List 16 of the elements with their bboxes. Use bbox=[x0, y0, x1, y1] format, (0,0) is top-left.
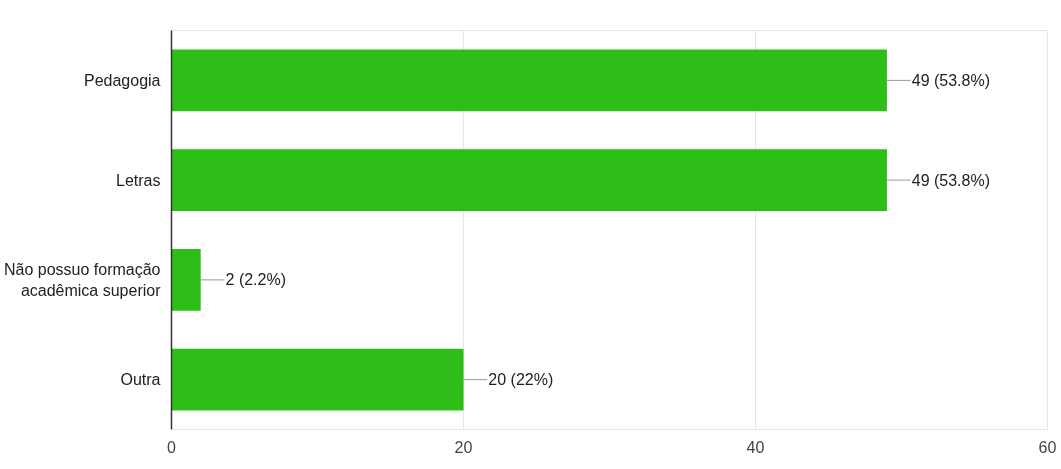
x-tick-label: 0 bbox=[167, 438, 177, 456]
x-tick-label: 60 bbox=[1038, 438, 1057, 456]
bar bbox=[171, 49, 887, 112]
data-label: 49 (53.8%) bbox=[911, 71, 990, 89]
y-tick-label: Outra bbox=[120, 371, 161, 389]
x-tick-label: 40 bbox=[746, 438, 765, 456]
y-tick-label: Pedagogia bbox=[83, 71, 161, 89]
bar bbox=[171, 348, 464, 411]
data-label: 49 (53.8%) bbox=[911, 171, 990, 189]
bar bbox=[171, 248, 201, 311]
data-label: 2 (2.2%) bbox=[225, 271, 286, 289]
data-label: 20 (22%) bbox=[488, 371, 554, 389]
y-tick-label: Não possuo formação acadêmica superior bbox=[3, 261, 162, 299]
y-tick-label: Letras bbox=[116, 171, 161, 189]
x-tick-label: 20 bbox=[454, 438, 473, 456]
bar bbox=[171, 149, 887, 212]
